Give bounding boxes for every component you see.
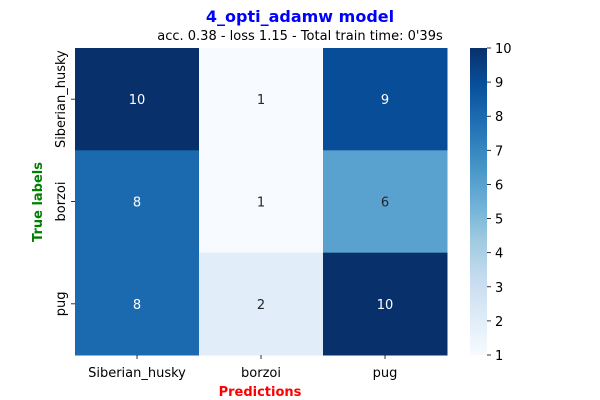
y-tick-label: pug — [54, 291, 69, 316]
heatmap-cell — [75, 48, 200, 151]
x-tick-label: pug — [373, 366, 398, 381]
colorbar-tick-label: 8 — [495, 110, 503, 125]
heatmap-cell — [75, 252, 200, 356]
heatmap-cell — [199, 150, 324, 254]
heatmap-cell — [323, 48, 448, 151]
cell-value-label: 9 — [381, 93, 389, 108]
y-axis-label: True labels — [31, 162, 46, 242]
cell-value-label: 1 — [257, 196, 265, 211]
colorbar-tick-label: 9 — [495, 76, 503, 91]
x-tick-label: Siberian_husky — [88, 366, 186, 381]
heatmap-cell — [199, 252, 324, 356]
heatmap-cell — [323, 252, 448, 356]
colorbar-tick-label: 6 — [495, 178, 503, 193]
heatmap-cell — [199, 48, 324, 151]
heatmap-cell — [75, 150, 200, 254]
chart-subtitle: acc. 0.38 - loss 1.15 - Total train time… — [157, 29, 443, 44]
y-tick-label: Siberian_husky — [54, 50, 69, 148]
cell-value-label: 10 — [129, 93, 146, 108]
colorbar — [470, 48, 487, 355]
cell-value-label: 8 — [133, 298, 141, 313]
colorbar-tick-label: 5 — [495, 213, 503, 228]
colorbar-tick-label: 1 — [495, 349, 503, 364]
colorbar-tick-label: 3 — [495, 281, 503, 296]
x-tick-labels: Siberian_husky borzoi pug — [88, 355, 397, 381]
y-tick-label: borzoi — [54, 182, 69, 222]
chart-title: 4_opti_adamw model — [206, 7, 394, 26]
colorbar-ticks: 1 2 3 4 5 6 7 8 9 10 — [487, 42, 512, 364]
colorbar-tick-label: 10 — [495, 42, 512, 57]
cell-value-label: 8 — [133, 196, 141, 211]
x-axis-label: Predictions — [219, 385, 302, 400]
x-tick-label: borzoi — [241, 366, 281, 381]
colorbar-tick-label: 2 — [495, 315, 503, 330]
colorbar-tick-label: 4 — [495, 247, 503, 262]
colorbar-tick-label: 7 — [495, 144, 503, 159]
cell-value-label: 2 — [257, 298, 265, 313]
heatmap-cell — [323, 150, 448, 254]
heatmap-grid: 10 1 9 8 1 6 8 2 10 — [75, 48, 448, 356]
cell-value-label: 6 — [381, 196, 389, 211]
cell-value-label: 10 — [377, 298, 394, 313]
cell-value-label: 1 — [257, 93, 265, 108]
